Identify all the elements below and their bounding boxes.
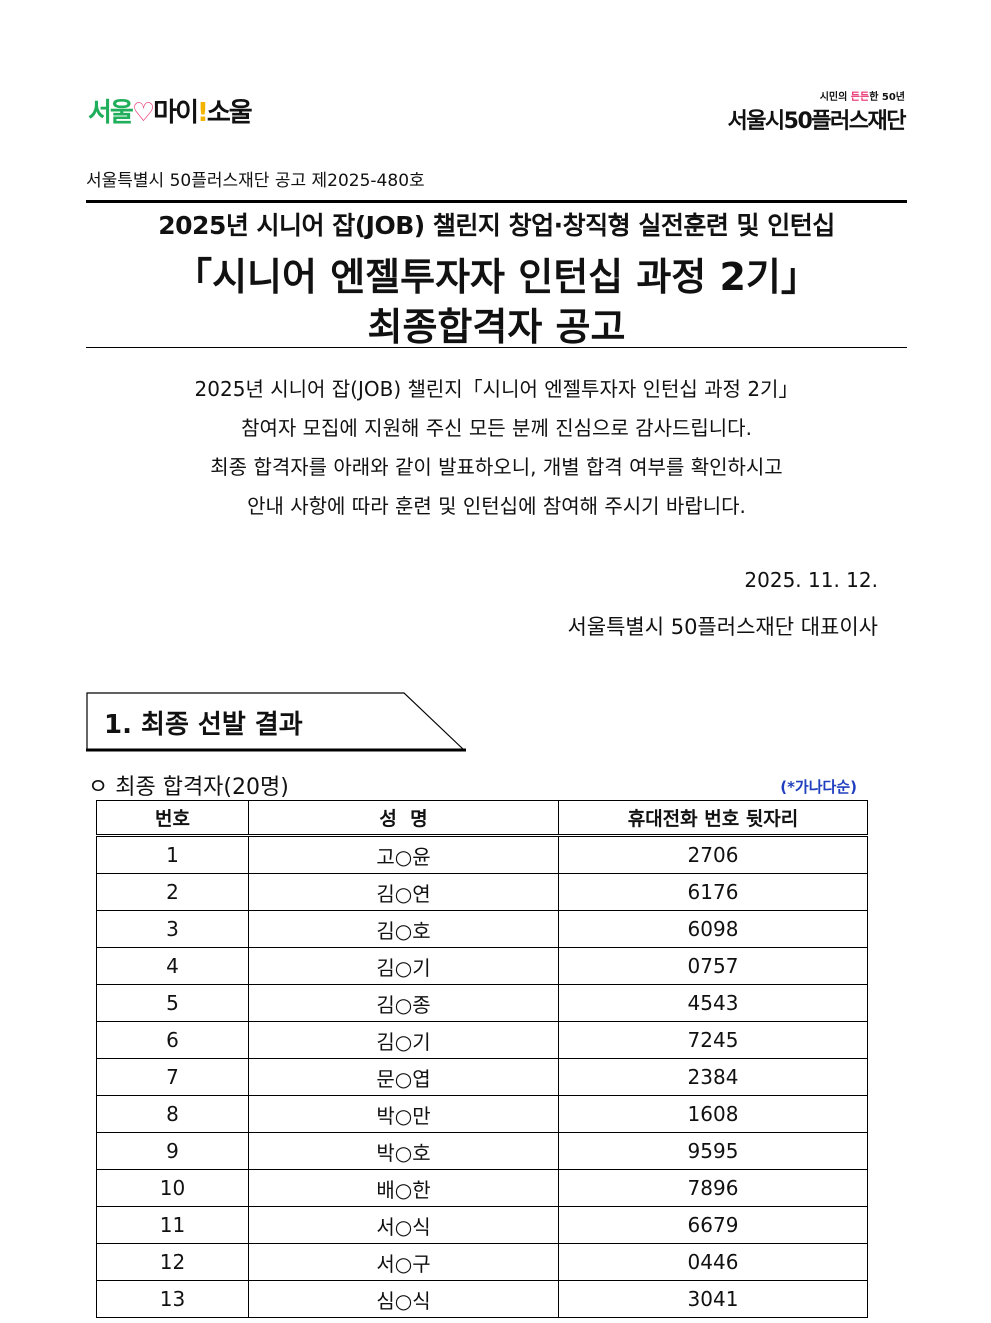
cell-phone-suffix: 6679 [558, 1206, 868, 1244]
section-title: 1. 최종 선발 결과 [104, 710, 303, 740]
cell-name: 박○만 [248, 1095, 559, 1133]
table-row: 5 김○종 4543 [96, 984, 868, 1022]
cell-phone-suffix: 6176 [558, 873, 868, 911]
cell-name: 서○식 [248, 1206, 559, 1244]
cell-phone-suffix: 0757 [558, 947, 868, 985]
cell-name: 심○식 [248, 1280, 559, 1318]
cell-number: 9 [96, 1132, 249, 1170]
cell-name: 문○엽 [248, 1058, 559, 1096]
title-line2: 「시니어 엔젤투자자 인턴십 과정 2기」 [174, 255, 819, 299]
cell-phone-suffix: 7245 [558, 1021, 868, 1059]
cell-number: 8 [96, 1095, 249, 1133]
divider [86, 200, 907, 203]
cell-number: 11 [96, 1206, 249, 1244]
header-name: 성 명 [248, 800, 559, 837]
header-phone: 휴대전화 번호 뒷자리 [558, 800, 868, 837]
cell-phone-suffix: 4543 [558, 984, 868, 1022]
cell-number: 12 [96, 1243, 249, 1281]
cell-name: 김○연 [248, 873, 559, 911]
cell-name: 김○기 [248, 1021, 559, 1059]
cell-name: 박○호 [248, 1132, 559, 1170]
cell-name: 김○기 [248, 947, 559, 985]
cell-phone-suffix: 2384 [558, 1058, 868, 1096]
cell-name: 서○구 [248, 1243, 559, 1281]
table-row: 11 서○식 6679 [96, 1206, 868, 1244]
seoul-my-soul-logo: 서울♡마이!소울 [88, 98, 253, 128]
table-row: 6 김○기 7245 [96, 1021, 868, 1059]
cell-phone-suffix: 0446 [558, 1243, 868, 1281]
body-text: 2025년 시니어 잡(JOB) 챌린지「시니어 엔젤투자자 인턴십 과정 2기… [194, 377, 799, 518]
divider [86, 347, 907, 348]
cell-phone-suffix: 9595 [558, 1132, 868, 1170]
signer: 서울특별시 50플러스재단 대표이사 [567, 615, 878, 639]
table-row: 10 배○한 7896 [96, 1169, 868, 1207]
cell-name: 고○윤 [248, 835, 559, 874]
header-number: 번호 [96, 800, 249, 837]
cell-number: 13 [96, 1280, 249, 1318]
cell-phone-suffix: 6098 [558, 910, 868, 948]
table-row: 7 문○엽 2384 [96, 1058, 868, 1096]
title-line3: 최종합격자 공고 [367, 305, 626, 349]
cell-number: 10 [96, 1169, 249, 1207]
cell-number: 7 [96, 1058, 249, 1096]
notice-number: 서울특별시 50플러스재단 공고 제2025-480호 [86, 171, 425, 191]
cell-phone-suffix: 7896 [558, 1169, 868, 1207]
cell-phone-suffix: 1608 [558, 1095, 868, 1133]
cell-phone-suffix: 2706 [558, 835, 868, 874]
cell-name: 김○종 [248, 984, 559, 1022]
table-row: 13 심○식 3041 [96, 1280, 868, 1318]
table-row: 3 김○호 6098 [96, 910, 868, 948]
table-row: 1 고○윤 2706 [96, 835, 868, 874]
cell-name: 김○호 [248, 910, 559, 948]
table-row: 8 박○만 1608 [96, 1095, 868, 1133]
date: 2025. 11. 12. [744, 568, 878, 592]
table-row: 12 서○구 0446 [96, 1243, 868, 1281]
cell-phone-suffix: 3041 [558, 1280, 868, 1318]
cell-number: 1 [96, 835, 249, 874]
cell-number: 4 [96, 947, 249, 985]
cell-number: 5 [96, 984, 249, 1022]
cell-name: 배○한 [248, 1169, 559, 1207]
cell-number: 6 [96, 1021, 249, 1059]
cell-number: 3 [96, 910, 249, 948]
section-title-box [86, 692, 466, 752]
table-row: 9 박○호 9595 [96, 1132, 868, 1170]
order-note: (*가나다순) [780, 778, 857, 796]
table-row: 4 김○기 0757 [96, 947, 868, 985]
results-table: 번호 성 명 휴대전화 번호 뒷자리 1 고○윤 2706 2 김○연 6176 3 김○호 6… [96, 800, 868, 1318]
seoul50plus-logo: 시민의 든든한 50년 서울시50플러스재단 [727, 92, 906, 134]
cell-number: 2 [96, 873, 249, 911]
title-line1: 2025년 시니어 잡(JOB) 챌린지 창업·창직형 실전훈련 및 인턴십 [158, 211, 835, 240]
subheading: ㅇ 최종 합격자(20명) [88, 775, 289, 800]
table-row: 2 김○연 6176 [96, 873, 868, 911]
